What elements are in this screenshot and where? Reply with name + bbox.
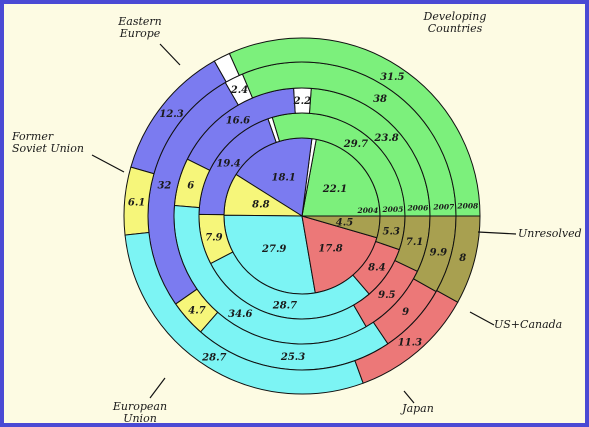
value-label-unresolved-2007: 2.4 — [230, 85, 248, 96]
category-label-unresolved: Unresolved — [518, 227, 582, 240]
value-label-eastern-europe-2005: 5.3 — [383, 226, 400, 237]
value-label-developing-countries-2004: 22.1 — [322, 184, 347, 195]
callout-line-us-canada — [469, 311, 495, 326]
value-label-former-soviet-union-2008: 11.3 — [398, 338, 422, 349]
value-label-japan-2004: 8.8 — [252, 199, 269, 210]
callout-line-japan — [403, 390, 415, 404]
value-label-developing-countries-2008: 31.5 — [380, 72, 404, 83]
value-label-us-canada-2005: 19.4 — [216, 159, 240, 170]
value-label-eastern-europe-2007: 9.9 — [430, 247, 447, 258]
value-label-japan-2007: 4.7 — [188, 306, 205, 317]
value-label-japan-2008: 6.1 — [128, 197, 145, 208]
category-label-us-canada: US+Canada — [494, 318, 562, 331]
value-label-eastern-europe-2006: 7.1 — [406, 237, 423, 248]
value-label-european-union-2008: 28.7 — [201, 352, 226, 363]
value-label-former-soviet-union-2006: 9.5 — [378, 290, 395, 301]
ring-year-2007: 2007 — [432, 203, 455, 212]
value-label-european-union-2006: 34.6 — [228, 309, 252, 320]
value-label-us-canada-2004: 18.1 — [272, 173, 296, 184]
value-label-eastern-europe-2008: 8 — [459, 253, 466, 264]
segment-eastern-europe-2008 — [436, 215, 481, 303]
ring-year-2006: 2006 — [406, 204, 429, 213]
ring-year-2008: 2008 — [456, 201, 479, 210]
callout-line-eastern-europe — [159, 43, 181, 66]
category-label-european-union: European Union — [112, 400, 167, 425]
callout-line-unresolved — [477, 231, 517, 235]
value-label-japan-2006: 6 — [187, 181, 194, 192]
ring-year-2004: 2004 — [356, 206, 378, 215]
category-label-eastern-europe: Eastern Europe — [117, 15, 162, 40]
value-label-japan-2005: 7.9 — [205, 232, 222, 243]
value-label-us-canada-2008: 12.3 — [159, 109, 183, 120]
category-label-japan: Japan — [400, 402, 434, 415]
value-label-us-canada-2006: 16.6 — [226, 115, 250, 126]
value-label-european-union-2005: 28.7 — [272, 300, 297, 311]
value-label-unresolved-2006: 2.2 — [293, 96, 311, 107]
value-label-eastern-europe-2004: 4.5 — [336, 218, 353, 229]
ring-year-2005: 2005 — [381, 205, 403, 214]
callout-line-european-union — [149, 377, 166, 399]
value-label-european-union-2004: 27.9 — [261, 244, 286, 255]
category-label-developing-countries: Developing Countries — [423, 10, 487, 35]
value-label-european-union-2007: 25.3 — [280, 352, 305, 363]
callout-line-former-soviet-union — [91, 154, 125, 173]
value-label-us-canada-2007: 32 — [157, 181, 171, 192]
value-label-developing-countries-2005: 29.7 — [343, 139, 368, 150]
value-label-developing-countries-2007: 38 — [373, 94, 387, 105]
value-label-former-soviet-union-2007: 9 — [402, 307, 409, 318]
category-label-former-soviet-union: Former Soviet Union — [11, 130, 84, 155]
value-label-former-soviet-union-2004: 17.8 — [318, 243, 342, 254]
value-label-developing-countries-2006: 23.8 — [373, 133, 398, 144]
value-label-former-soviet-union-2005: 8.4 — [368, 262, 385, 273]
